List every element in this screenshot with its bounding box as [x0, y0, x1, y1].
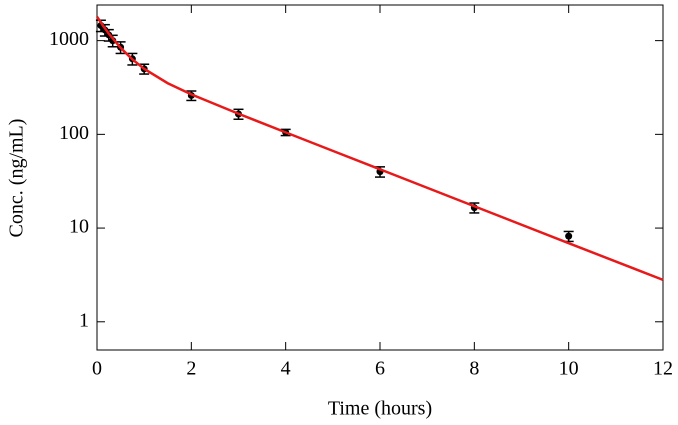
x-tick-label: 2	[186, 358, 196, 380]
y-tick-label: 10	[69, 216, 89, 238]
x-axis-label: Time (hours)	[328, 398, 432, 420]
fit-line	[95, 16, 664, 282]
x-tick-label: 12	[653, 358, 673, 380]
x-tick-label: 6	[375, 358, 385, 380]
x-tick-label: 4	[281, 358, 291, 380]
y-tick-label: 1	[79, 309, 89, 331]
x-tick-label: 0	[92, 358, 102, 380]
data-point	[565, 232, 573, 240]
x-tick-label: 10	[559, 358, 579, 380]
y-axis-label: Conc. (ng/mL)	[6, 119, 28, 238]
y-tick-label: 1000	[49, 28, 89, 50]
y-tick-label: 100	[59, 122, 89, 144]
x-tick-label: 8	[469, 358, 479, 380]
